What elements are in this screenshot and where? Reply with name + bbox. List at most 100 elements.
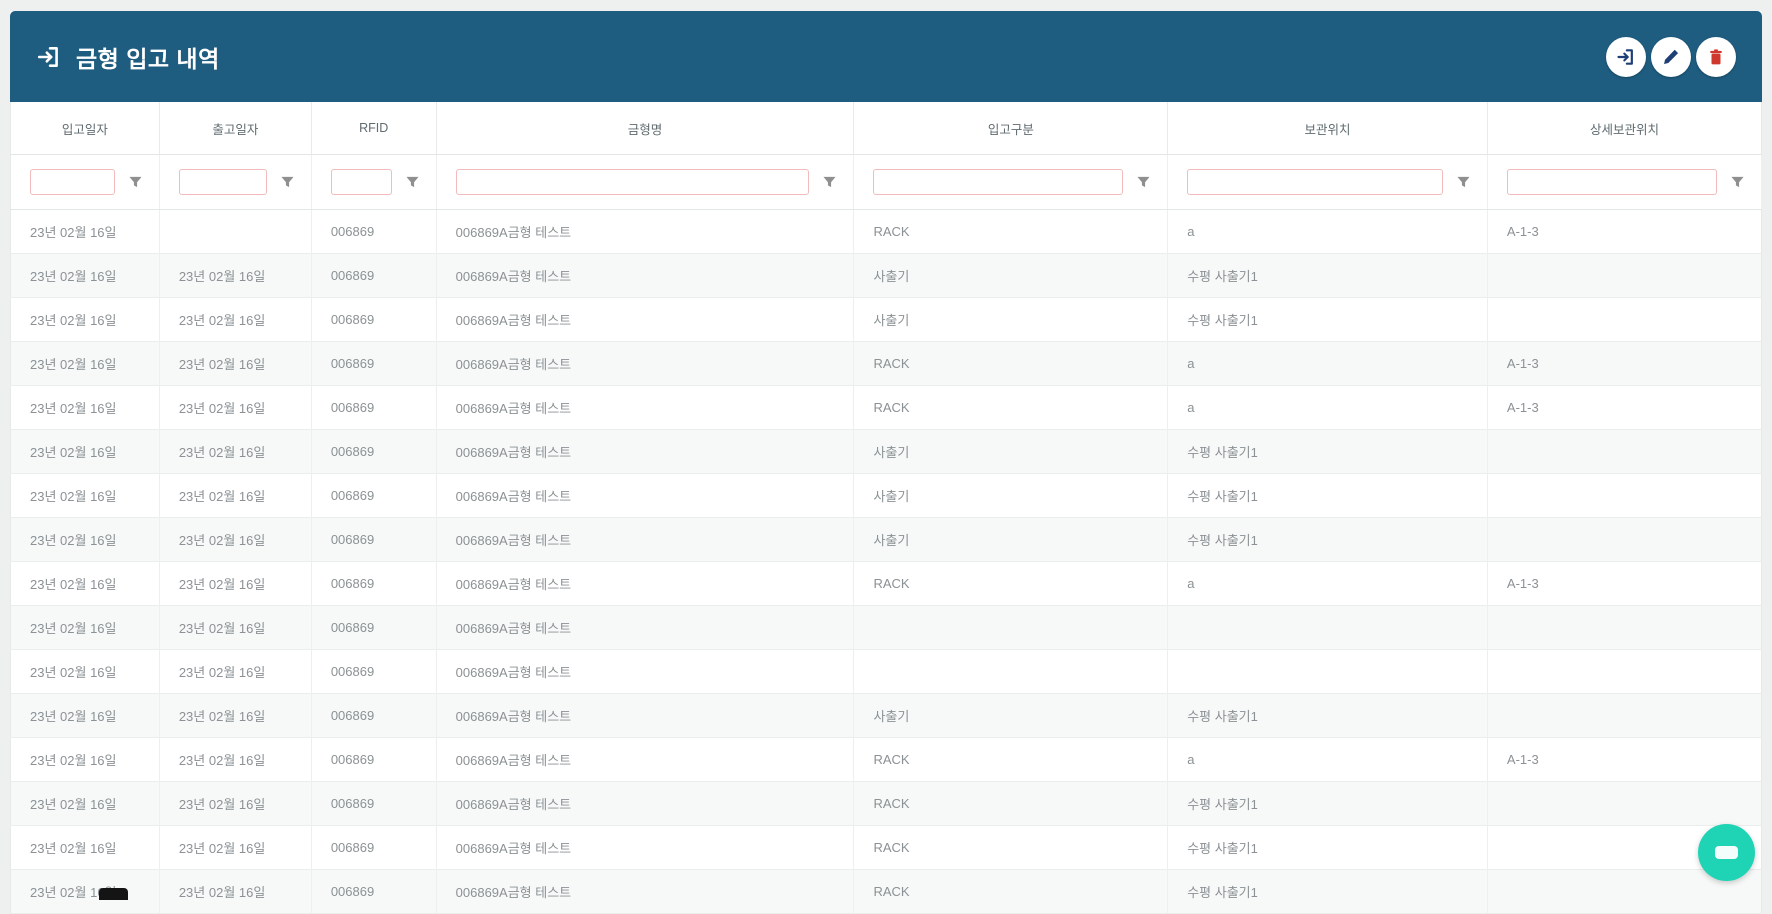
cell-location: 수평 사출기1 xyxy=(1167,253,1488,298)
cell-location-detail xyxy=(1487,781,1762,826)
cell-in-date: 23년 02월 16일 xyxy=(10,605,160,650)
cell-rfid: 006869 xyxy=(311,473,437,518)
cell-mold-name: 006869A금형 테스트 xyxy=(436,781,855,826)
table-row[interactable]: 23년 02월 16일 23년 02월 16일 006869 006869A금형 테스… xyxy=(10,341,1762,386)
cell-in-type: RACK xyxy=(853,341,1169,386)
filter-input-in-date[interactable] xyxy=(30,169,115,195)
filter-funnel-icon[interactable] xyxy=(1731,176,1744,189)
table-row[interactable]: 23년 02월 16일 23년 02월 16일 006869 006869A금형 테스… xyxy=(10,385,1762,430)
sign-in-icon xyxy=(36,44,62,70)
pencil-icon xyxy=(1664,49,1679,64)
cell-location: a xyxy=(1167,209,1488,254)
cell-in-type: 사출기 xyxy=(853,253,1169,298)
cell-location-detail: A-1-3 xyxy=(1487,341,1762,386)
minus-icon xyxy=(1715,846,1738,859)
filter-funnel-icon[interactable] xyxy=(823,176,836,189)
table-row[interactable]: 23년 02월 16일 23년 02월 16일 006869 006869A금형 테스… xyxy=(10,605,1762,650)
cell-mold-name: 006869A금형 테스트 xyxy=(436,297,855,342)
cell-mold-name: 006869A금형 테스트 xyxy=(436,385,855,430)
cell-rfid: 006869 xyxy=(311,869,437,914)
filter-funnel-icon xyxy=(281,176,294,187)
table-row[interactable]: 23년 02월 16일 23년 02월 16일 006869 006869A금형 테스… xyxy=(10,517,1762,562)
cell-out-date: 23년 02월 16일 xyxy=(159,473,312,518)
table-row[interactable]: 23년 02월 16일 006869 006869A금형 테스트 RACK a A-1-3 xyxy=(10,209,1762,254)
filter-cell-in-date xyxy=(10,154,160,210)
table-row[interactable]: 23년 02월 16일 23년 02월 16일 006869 006869A금형 테스… xyxy=(10,561,1762,606)
cell-in-type: 사출기 xyxy=(853,297,1169,342)
table-row[interactable]: 23년 02월 16일 23년 02월 16일 006869 006869A금형 테스… xyxy=(10,649,1762,694)
header-actions xyxy=(1606,36,1736,77)
cell-rfid: 006869 xyxy=(311,605,437,650)
cell-rfid: 006869 xyxy=(311,517,437,562)
filter-funnel-icon[interactable] xyxy=(281,176,294,189)
cell-location-detail: A-1-3 xyxy=(1487,737,1762,782)
delete-button[interactable] xyxy=(1696,36,1736,77)
cell-mold-name: 006869A금형 테스트 xyxy=(436,693,855,738)
cell-out-date: 23년 02월 16일 xyxy=(159,297,312,342)
filter-funnel-icon[interactable] xyxy=(1457,176,1470,189)
cell-rfid: 006869 xyxy=(311,341,437,386)
filter-funnel-icon xyxy=(1457,176,1470,187)
column-header-location-detail: 상세보관위치 xyxy=(1487,102,1762,155)
table-row[interactable]: 23년 02월 16일 23년 02월 16일 006869 006869A금형 테스… xyxy=(10,297,1762,342)
cell-location-detail xyxy=(1487,517,1762,562)
cell-mold-name: 006869A금형 테스트 xyxy=(436,253,855,298)
filter-funnel-icon xyxy=(1731,176,1744,187)
cell-location: a xyxy=(1167,385,1488,430)
table-header-row: 입고일자 출고일자 RFID 금형명 입고구분 보관위치 상세보관위치 xyxy=(10,102,1762,155)
table-row[interactable]: 23년 02월 16일 23년 02월 16일 006869 006869A금형 테스… xyxy=(10,473,1762,518)
cell-out-date: 23년 02월 16일 xyxy=(159,429,312,474)
cell-mold-name: 006869A금형 테스트 xyxy=(436,517,855,562)
table-row[interactable]: 23년 02월 16일 23년 02월 16일 006869 006869A금형 테스… xyxy=(10,693,1762,738)
cell-location xyxy=(1167,605,1488,650)
cell-rfid: 006869 xyxy=(311,561,437,606)
table-row[interactable]: 23년 02월 16일 23년 02월 16일 006869 006869A금형 테스… xyxy=(10,781,1762,826)
cell-in-date: 23년 02월 16일 xyxy=(10,473,160,518)
receiving-table: 입고일자 출고일자 RFID 금형명 입고구분 보관위치 상세보관위치 23년 02월 16… xyxy=(10,102,1763,914)
filter-funnel-icon[interactable] xyxy=(129,176,142,189)
cell-in-date: 23년 02월 16일 xyxy=(10,693,160,738)
cell-in-date: 23년 02월 16일 xyxy=(10,209,160,254)
filter-funnel-icon xyxy=(129,176,142,187)
receive-button[interactable] xyxy=(1606,36,1646,77)
table-row[interactable]: 23년 02월 16일 23년 02월 16일 006869 006869A금형 테스… xyxy=(10,869,1762,914)
cell-out-date: 23년 02월 16일 xyxy=(159,385,312,430)
cell-in-type: RACK xyxy=(853,561,1169,606)
cell-mold-name: 006869A금형 테스트 xyxy=(436,649,855,694)
filter-input-out-date[interactable] xyxy=(178,169,267,195)
page-title: 금형 입고 내역 xyxy=(76,45,220,72)
filter-funnel-icon[interactable] xyxy=(406,176,419,189)
cell-in-type: 사출기 xyxy=(853,473,1169,518)
cell-in-type: RACK xyxy=(853,737,1169,782)
filter-input-location[interactable] xyxy=(1187,169,1443,195)
cell-in-type xyxy=(853,649,1169,694)
cell-in-date: 23년 02월 16일 xyxy=(10,825,160,870)
cell-mold-name: 006869A금형 테스트 xyxy=(436,429,855,474)
table-row[interactable]: 23년 02월 16일 23년 02월 16일 006869 006869A금형 테스… xyxy=(10,825,1762,870)
table-row[interactable]: 23년 02월 16일 23년 02월 16일 006869 006869A금형 테스… xyxy=(10,737,1762,782)
fab-button[interactable] xyxy=(1698,824,1755,881)
cell-location-detail xyxy=(1487,253,1762,298)
filter-input-rfid[interactable] xyxy=(330,169,392,195)
cell-rfid: 006869 xyxy=(311,385,437,430)
filter-input-in-type[interactable] xyxy=(873,169,1124,195)
filter-input-location-detail[interactable] xyxy=(1506,169,1717,195)
trash-icon xyxy=(1710,48,1722,64)
column-header-out-date: 출고일자 xyxy=(159,102,312,155)
cell-in-date: 23년 02월 16일 xyxy=(10,649,160,694)
cell-location xyxy=(1167,649,1488,694)
table-row[interactable]: 23년 02월 16일 23년 02월 16일 006869 006869A금형 테스… xyxy=(10,429,1762,474)
cell-in-date: 23년 02월 16일 xyxy=(10,781,160,826)
table-filter-row xyxy=(10,154,1763,210)
cell-out-date: 23년 02월 16일 xyxy=(159,253,312,298)
filter-funnel-icon[interactable] xyxy=(1137,176,1150,189)
cell-in-type: 사출기 xyxy=(853,693,1169,738)
edit-button[interactable] xyxy=(1651,36,1691,77)
filter-funnel-icon xyxy=(1137,176,1150,187)
filter-input-mold-name[interactable] xyxy=(455,169,810,195)
cell-rfid: 006869 xyxy=(311,825,437,870)
column-header-rfid: RFID xyxy=(311,102,437,155)
cell-location: a xyxy=(1167,561,1488,606)
table-row[interactable]: 23년 02월 16일 23년 02월 16일 006869 006869A금형 테스… xyxy=(10,253,1762,298)
cell-in-type: RACK xyxy=(853,781,1169,826)
